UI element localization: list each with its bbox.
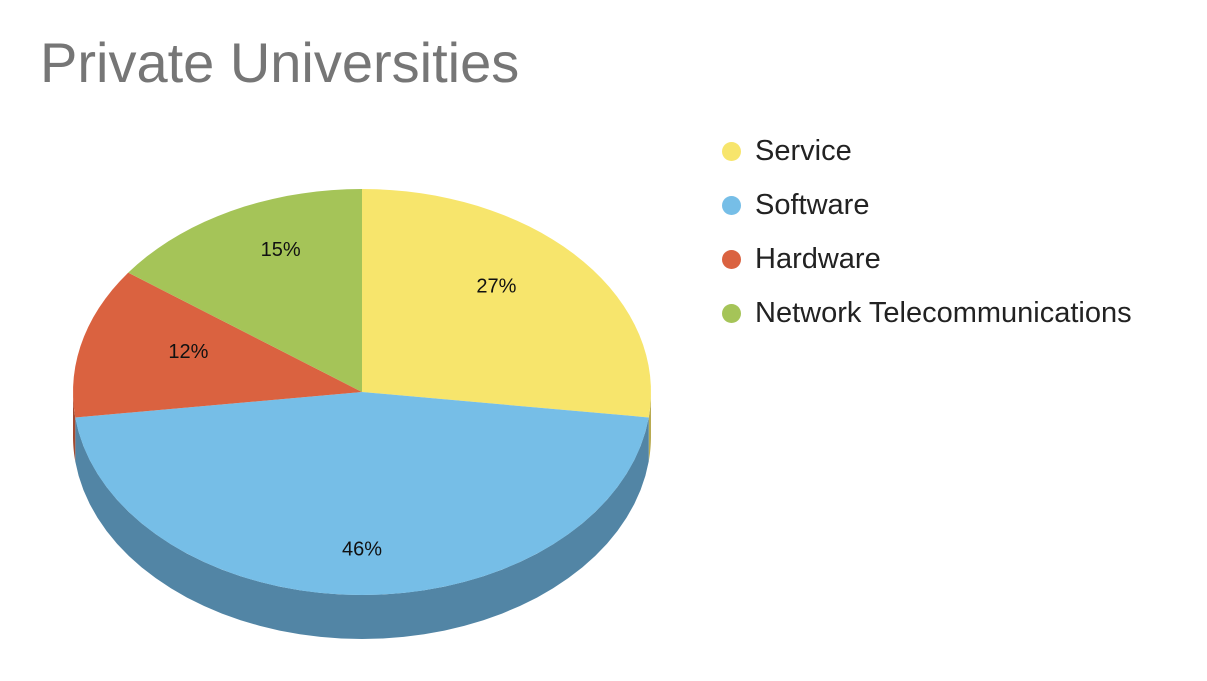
legend-swatch [722,249,741,269]
pie-side-service [648,392,651,462]
chart-title: Private Universities [40,31,520,94]
legend-swatch [722,195,741,215]
pie-slice-service [362,189,651,418]
pie-labels: 27% 46% 12% 15% [168,239,516,560]
pie-side-hardware [73,392,76,462]
legend-swatch [722,141,741,161]
data-label-software: 46% [342,539,382,561]
chart-legend: Service Software Hardware Network Telecommu… [722,124,1132,340]
legend-item-hardware: Hardware [722,232,1132,286]
pie-sides [73,392,651,639]
legend-item-network-telecommunications: Network Telecommunications [722,286,1132,340]
pie-slice-software [75,392,649,595]
data-label-service: 27% [476,276,516,298]
pie-side-software [75,417,649,639]
pie-chart: 27% 46% 12% 15% [73,189,651,639]
legend-item-service: Service [722,124,1132,178]
data-label-network-telecommunications: 15% [261,239,301,261]
pie-slice-hardware [73,272,362,418]
legend-item-software: Software [722,178,1132,232]
legend-label: Service [755,134,852,167]
pie-slice-network-telecommunications [128,189,362,392]
data-label-hardware: 12% [168,341,208,363]
legend-swatch [722,303,741,323]
legend-label: Software [755,188,870,221]
pie-slices [73,189,651,595]
legend-label: Network Telecommunications [755,296,1132,329]
legend-label: Hardware [755,242,881,275]
